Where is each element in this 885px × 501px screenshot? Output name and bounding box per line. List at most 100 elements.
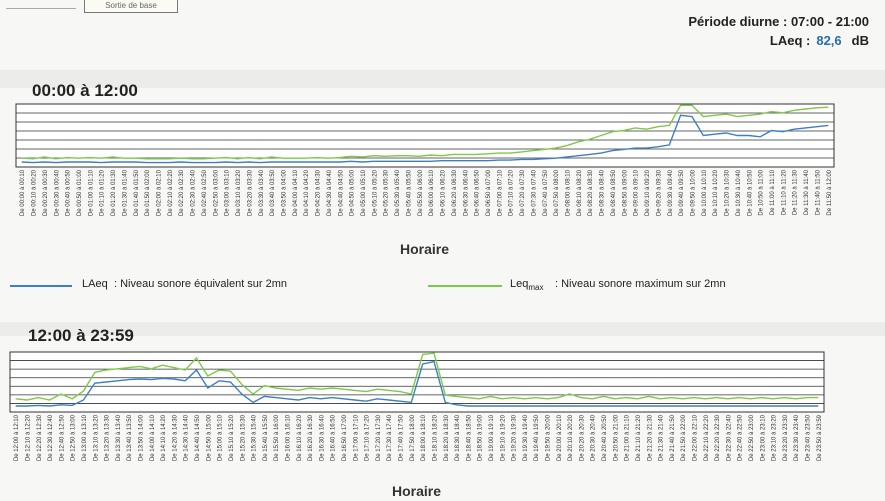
chart1-series-leqmax [21,104,829,160]
chart1-tick-label: De 10:30 à 10:40 [736,169,742,216]
chart1-tick-label: De 01:20 à 01:30 [111,169,117,216]
chart1-tick-label: De 03:50 à 04:00 [281,169,287,216]
laeq-unit: dB [851,33,869,48]
legend-leqmax-desc: : Niveau sonore maximum sur 2mn [555,278,726,290]
chart2-xlabel: Horaire [392,483,442,499]
chart1-tick-label: De 08:20 à 08:30 [588,169,594,216]
chart1-xlabel: Horaire [400,241,450,257]
chart1-tick-label: De 01:10 à 01:20 [100,169,106,216]
chart1-tick-label: De 06:30 à 06:40 [463,169,469,216]
chart1-tick-label: De 02:00 à 02:10 [157,169,163,216]
period-summary: Période diurne : 07:00 - 21:00 LAeq : 82,… [688,12,869,50]
chart1-tick-label: De 09:50 à 10:00 [690,169,696,216]
laeq-label: LAeq : [769,33,811,48]
chart1-tick-label: De 08:10 à 08:20 [577,169,583,216]
chart1-tick-label: De 05:40 à 05:50 [406,169,412,216]
chart1-tick-label: De 10:00 à 10:10 [702,169,708,216]
chart1-title: 00:00 à 12:00 [32,81,138,100]
chart1-tick-label: De 02:10 à 02:20 [168,169,174,216]
chart1-tick-label: De 00:00 à 00:10 [20,169,26,216]
chart1-tick-label: De 11:30 à 11:40 [804,169,810,215]
chart1-plot-area [15,103,835,168]
chart1-series-laeq [21,114,829,164]
chart1-tick-label: De 06:20 à 06:30 [452,169,458,216]
chart1-tick-label: De 11:20 à 11:30 [793,169,799,215]
chart1-tick-label: De 01:00 à 01:10 [88,169,94,216]
chart1-tick-label: De 04:50 à 05:00 [350,169,356,216]
chart1-tick-label: De 03:40 à 03:50 [270,169,276,216]
chart1-tick-label: De 10:20 à 10:30 [725,169,731,216]
chart1-tick-label: De 05:00 à 05:10 [361,169,367,216]
chart1-tick-label: De 09:40 à 09:50 [679,169,685,216]
chart1-tick-label: De 11:40 à 11:50 [815,169,821,215]
chart1-tick-label: De 10:40 à 10:50 [747,169,753,216]
chart1-tick-label: De 00:40 à 00:50 [66,169,72,216]
chart1-tick-label: De 00:20 à 00:30 [43,169,49,216]
chart1-tick-label: De 08:40 à 08:50 [611,169,617,216]
chart1-tick-label: De 03:20 à 03:30 [247,169,253,216]
legend-laeq-name: LAeq [82,278,108,290]
legend-laeq-swatch [10,285,72,287]
chart2-title: 12:00 à 23:59 [28,326,134,345]
chart1-tick-label: De 05:50 à 06:00 [418,169,424,216]
legend-laeq-desc: : Niveau sonore équivalent sur 2mn [114,278,288,290]
chart1-tick-label: De 09:30 à 09:40 [668,169,674,216]
ruler-fragment [6,0,76,9]
laeq-summary: LAeq : 82,6 dB [688,31,869,50]
chart1-tick-label: De 02:20 à 02:30 [179,169,185,216]
chart1-tick-label: De 06:50 à 07:00 [486,169,492,216]
chart1-tick-label: De 04:40 à 04:50 [338,169,344,216]
chart1-tick-label: De 01:40 à 01:50 [134,169,140,216]
chart1-tick-label: De 03:30 à 03:40 [259,169,265,216]
legend-leqmax-name: Leq [510,278,529,290]
chart1-tick-label: De 04:30 à 04:40 [327,169,333,216]
chart1-tick-label: De 02:30 à 02:40 [191,169,197,216]
chart1-tick-label: De 11:00 à 11:10 [770,169,776,215]
period-label: Période diurne : 07:00 - 21:00 [688,14,869,29]
chart1-tick-label: De 03:10 à 03:20 [236,169,242,216]
chart1-tick-label: De 04:10 à 04:20 [304,169,310,216]
chart1-tick-label: De 05:10 à 05:20 [372,169,378,216]
chart1-tick-label: De 09:10 à 09:20 [645,169,651,216]
chart1-tick-label: De 07:40 à 07:50 [543,169,549,216]
legend: LAeq : Niveau sonore équivalent sur 2mn … [0,276,885,296]
chart1-tick-label: De 02:40 à 02:50 [202,169,208,216]
chart1-tick-label: De 00:30 à 00:40 [54,169,60,216]
chart1-tick-label: De 07:30 à 07:40 [531,169,537,216]
chart1-tick-label: De 08:00 à 08:10 [566,169,572,216]
chart1-tick-label: De 03:00 à 03:10 [225,169,231,216]
laeq-value: 82,6 [816,33,842,48]
chart1-tick-label: De 11:50 à 12:00 [827,169,833,215]
chart1-tick-label: De 02:50 à 03:00 [213,169,219,216]
chart1-tick-label: De 05:30 à 05:40 [395,169,401,216]
chart1-tick-label: De 07:20 à 07:30 [520,169,526,216]
chart1-tick-label: De 01:50 à 02:00 [145,169,151,216]
chart1-tick-label: De 01:30 à 01:40 [122,169,128,216]
chart1-tick-label: De 06:10 à 06:20 [441,169,447,216]
legend-leqmax-swatch [428,285,502,287]
chart1-tick-label: De 09:00 à 09:10 [634,169,640,216]
chart1-tick-label: De 04:00 à 04:10 [293,169,299,216]
chart1-tick-label: De 06:40 à 06:50 [475,169,481,216]
legend-leqmax-sub: max [528,283,544,293]
chart1-tick-label: De 09:20 à 09:30 [656,169,662,216]
chart1-tick-label: De 06:00 à 06:10 [429,169,435,216]
chart1-tick-label: De 08:50 à 09:00 [622,169,628,216]
chart1-tick-label: De 10:50 à 11:00 [759,169,765,215]
legend-leqmax-label: Leqmax [510,278,543,292]
scan-band-middle [0,322,885,336]
tab-stub: Sortie de base [84,0,178,13]
chart1-tick-label: De 05:20 à 05:30 [384,169,390,216]
scan-band-top [0,70,885,88]
chart1-tick-label: De 00:10 à 00:20 [32,169,38,216]
chart1-tick-label: De 11:10 à 11:20 [781,169,787,215]
chart1-tick-label: De 07:00 à 07:10 [497,169,503,216]
chart1-tick-label: De 07:10 à 07:20 [509,169,515,216]
chart1-tick-label: De 10:10 à 10:20 [713,169,719,216]
chart1-tick-label: De 08:30 à 08:40 [600,169,606,216]
page-top-fragment: Sortie de base [0,0,190,14]
chart1-tick-label: De 04:20 à 04:30 [316,169,322,216]
chart1-tick-label: De 07:50 à 08:00 [554,169,560,216]
chart1-tick-label: De 00:50 à 01:00 [77,169,83,216]
